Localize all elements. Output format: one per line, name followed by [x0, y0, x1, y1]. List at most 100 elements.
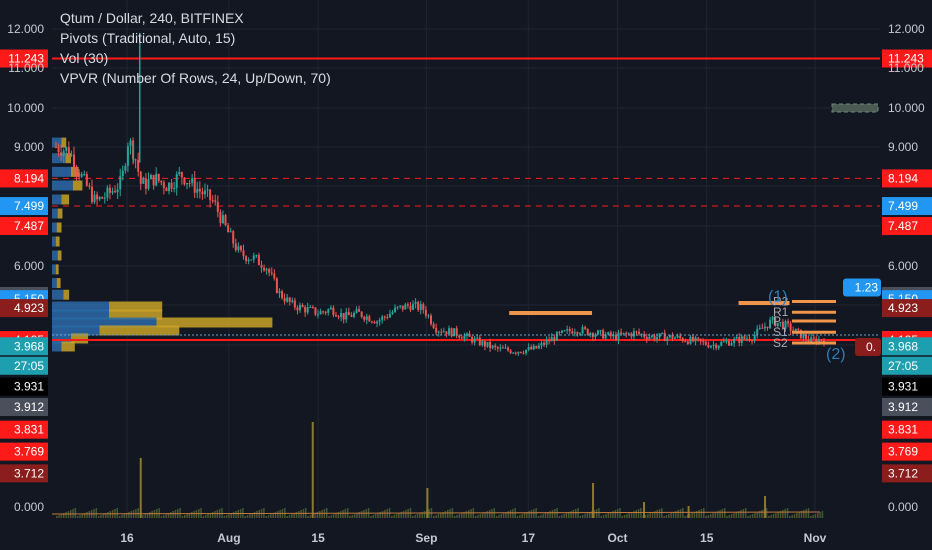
volume-bar: [491, 509, 493, 518]
volume-bar: [786, 508, 789, 518]
price-tag-label: 3.931: [14, 380, 44, 394]
legend-volume[interactable]: Vol (30): [60, 50, 109, 66]
price-tag-box: [882, 420, 932, 439]
vpvr-up-bar: [52, 325, 100, 336]
price-tag-label: 3.712: [888, 466, 918, 480]
candle-body: [430, 315, 433, 325]
volume-bar: [437, 514, 440, 518]
pivot-label-P: P: [773, 314, 781, 328]
candle-body: [229, 231, 232, 233]
volume-bar: [474, 516, 477, 518]
candle-body: [67, 147, 70, 156]
volume-bar: [193, 511, 195, 518]
price-tag-box: [0, 420, 48, 439]
legend-pivots[interactable]: Pivots (Traditional, Auto, 15): [60, 30, 236, 46]
candle-body: [599, 330, 602, 332]
volume-bar: [661, 508, 663, 518]
price-tag-label: 4.923: [14, 301, 44, 315]
candle-body: [322, 311, 325, 313]
candle-body: [139, 171, 142, 184]
volume-bar: [288, 515, 291, 518]
volume-bar: [696, 511, 698, 518]
candle-body: [342, 313, 345, 320]
price-tag-label: 11.243: [888, 52, 924, 66]
vpvr-down-bar: [55, 236, 60, 247]
candle-body: [581, 327, 584, 334]
volume-bar: [104, 513, 107, 518]
volume-bar: [807, 508, 810, 518]
price-tag-label: 7.499: [888, 199, 918, 213]
candle-body: [263, 267, 266, 271]
volume-bar: [200, 508, 202, 518]
volume-bar: [179, 508, 181, 518]
candle-body: [476, 337, 479, 339]
volume-bar: [463, 512, 465, 518]
vpvr-up-bar: [52, 264, 56, 275]
horizontal-lines[interactable]: [52, 57, 880, 341]
candle-body: [142, 178, 145, 184]
volume-bar: [414, 515, 416, 518]
volume-bar: [502, 513, 505, 518]
candle-body: [265, 268, 268, 271]
volume-bar: [202, 516, 205, 518]
candle-body: [571, 331, 574, 334]
price-tag-box: [882, 464, 932, 483]
candle-body: [57, 147, 60, 153]
volume-bar: [246, 515, 249, 518]
candle-body: [686, 341, 689, 344]
candle-body: [650, 335, 653, 338]
vpvr-down-bar: [57, 208, 63, 219]
price-tag-box: [0, 377, 48, 396]
candle-body: [175, 174, 178, 189]
volume-bar: [479, 514, 482, 518]
candle-body: [260, 265, 263, 268]
candle-body: [360, 311, 363, 317]
volume-bar: [370, 516, 372, 518]
vpvr-down-bar: [61, 194, 70, 205]
volume-bar: [658, 509, 661, 518]
candle-body: [555, 332, 558, 341]
candle-body: [144, 178, 147, 189]
volume-bar: [495, 516, 498, 518]
candle-body: [517, 351, 520, 354]
candle-body: [311, 306, 314, 308]
legend-title[interactable]: Qtum / Dollar, 240, BITFINEX: [60, 10, 244, 26]
candle-body: [65, 147, 68, 151]
price-tag-label: 10.000: [888, 101, 925, 115]
volume-bar: [453, 516, 456, 518]
candle-body: [60, 152, 63, 156]
volume-bar: [440, 513, 442, 518]
volume-bar: [488, 510, 491, 518]
volume-bar: [779, 511, 782, 518]
candle-body: [406, 304, 409, 306]
candle-body: [761, 327, 764, 329]
legend-vpvr[interactable]: VPVR (Number Of Rows, 24, Up/Down, 70): [60, 70, 331, 86]
price-bubble-1-label: 1.23: [855, 280, 879, 294]
volume-bar: [507, 511, 509, 518]
candle-body: [239, 246, 242, 251]
candle-body: [62, 150, 65, 156]
candle-body: [83, 174, 86, 176]
candle-body: [810, 337, 813, 342]
time-tick-label: Oct: [608, 531, 628, 545]
volume-bar: [398, 513, 400, 518]
candle-body: [455, 328, 458, 336]
candle-body: [232, 231, 235, 244]
candle-body: [453, 328, 456, 337]
price-tag-box: [882, 377, 932, 396]
volume-bar: [165, 514, 167, 518]
volume-bar: [416, 514, 419, 518]
candle-body: [324, 311, 327, 313]
volume-bar: [716, 511, 719, 518]
volume-bar: [391, 516, 393, 518]
candle-body: [525, 349, 528, 354]
price-tag-box: [882, 356, 932, 375]
candle-body: [268, 268, 271, 273]
candle-body: [227, 225, 230, 233]
candle-body: [763, 326, 766, 329]
candle-body: [771, 317, 774, 320]
price-tag-label: 6.000: [14, 259, 44, 273]
chart-legend[interactable]: Qtum / Dollar, 240, BITFINEX Pivots (Tra…: [60, 8, 331, 88]
